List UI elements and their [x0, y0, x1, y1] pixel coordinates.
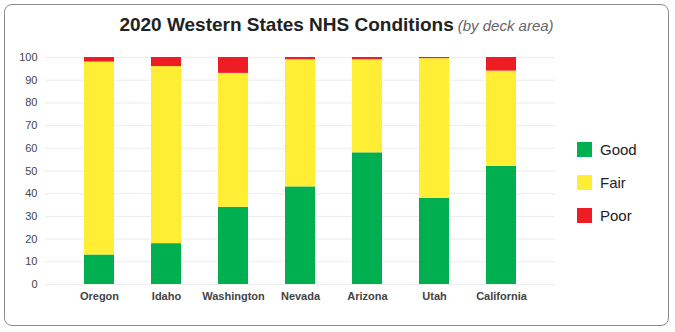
- svg-text:50: 50: [25, 165, 37, 177]
- html-text:Fair: Fair: [600, 174, 626, 191]
- svg-text:California: California: [476, 290, 528, 302]
- html-text:2020 Western States NHS Condit: 2020 Western States NHS Conditions (by d…: [119, 14, 554, 35]
- svg-text:30: 30: [25, 210, 37, 222]
- svg-text:Utah: Utah: [422, 290, 447, 302]
- svg-text:10: 10: [25, 255, 37, 267]
- svg-text:90: 90: [25, 74, 37, 86]
- svg-text:20: 20: [25, 233, 37, 245]
- svg-text:Nevada: Nevada: [281, 290, 321, 302]
- svg-text:80: 80: [25, 96, 37, 108]
- svg-text:0: 0: [31, 278, 37, 290]
- svg-text:Oregon: Oregon: [80, 290, 119, 302]
- svg-text:Arizona: Arizona: [347, 290, 388, 302]
- svg-text:Idaho: Idaho: [152, 290, 182, 302]
- svg-text:60: 60: [25, 142, 37, 154]
- svg-text:70: 70: [25, 119, 37, 131]
- html-text:Poor: Poor: [600, 207, 632, 224]
- html-text:Good: Good: [600, 141, 637, 158]
- svg-text:40: 40: [25, 187, 37, 199]
- svg-text:Washington: Washington: [202, 290, 265, 302]
- svg-text:100: 100: [19, 51, 37, 63]
